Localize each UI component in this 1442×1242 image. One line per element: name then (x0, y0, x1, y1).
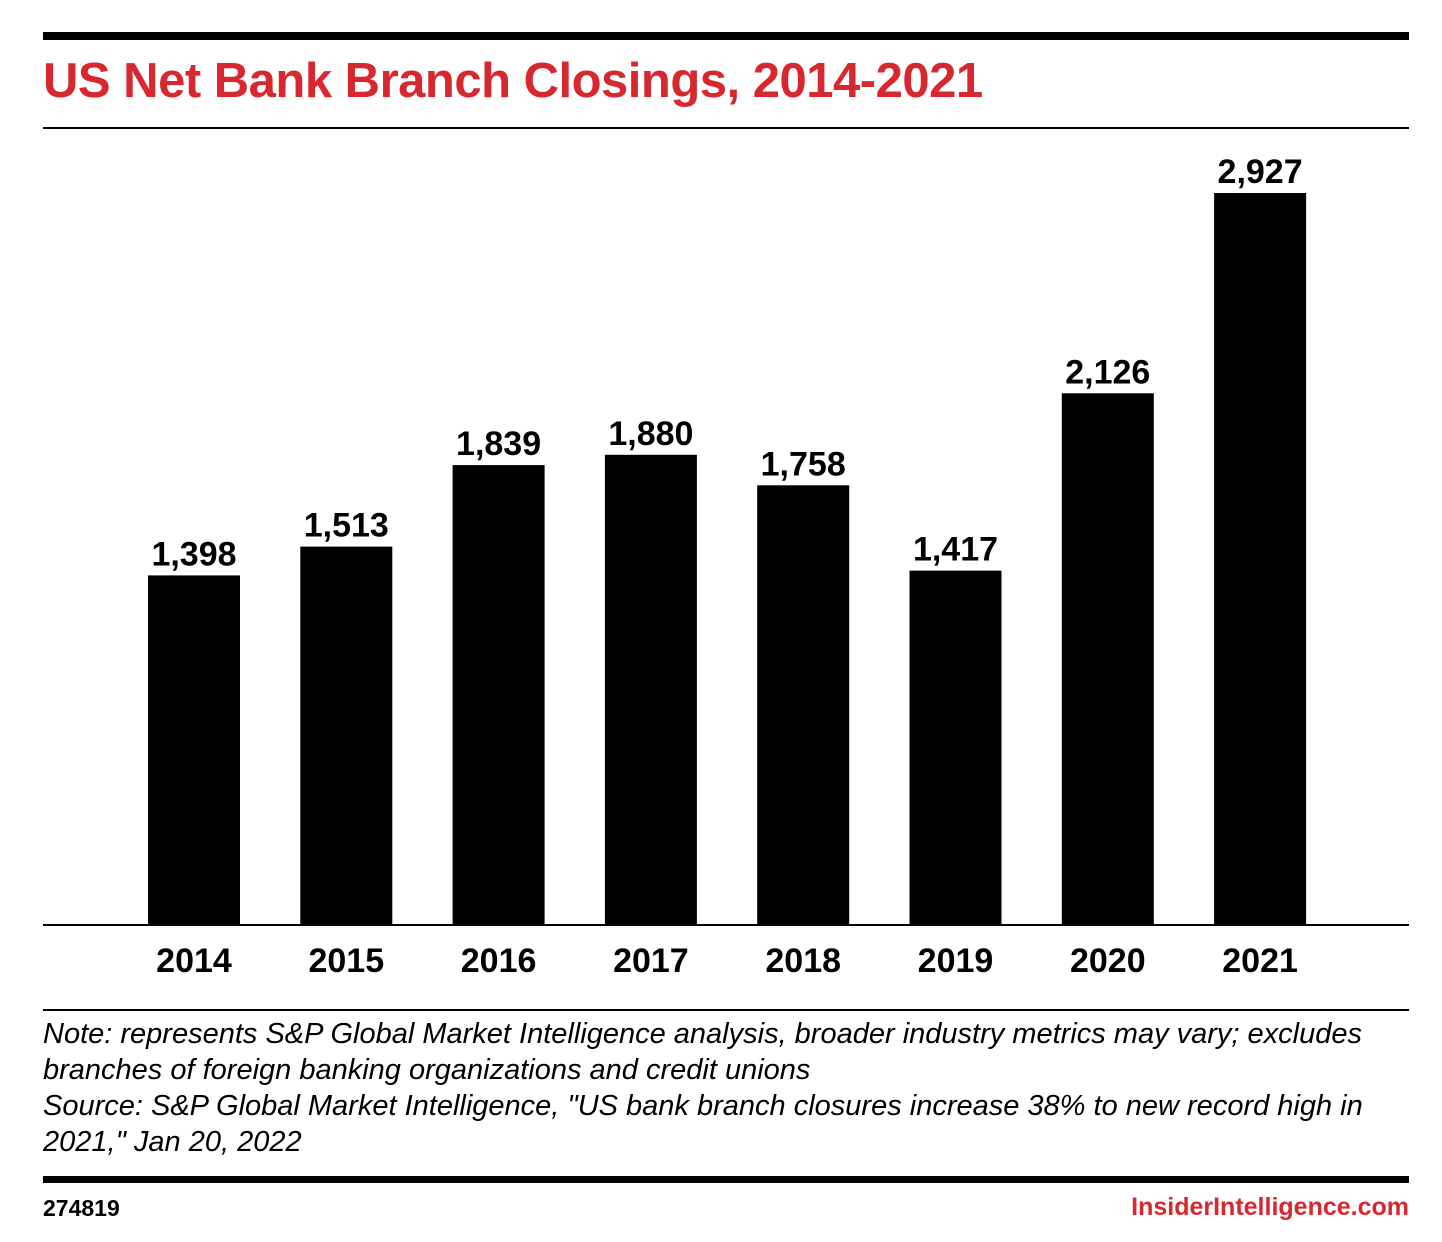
x-tick-label-2014: 2014 (156, 942, 232, 980)
bar-2021 (1214, 193, 1307, 925)
bar-2014 (148, 575, 240, 925)
x-tick-label-2021: 2021 (1222, 942, 1298, 980)
bar-value-label-2016: 1,839 (456, 425, 541, 463)
bar-2020 (1061, 393, 1154, 925)
brand-link[interactable]: InsiderIntelligence.com (1131, 1193, 1409, 1221)
x-tick-label-2015: 2015 (308, 942, 384, 980)
x-tick-label-2019: 2019 (918, 942, 994, 980)
bar-value-label-2021: 2,927 (1218, 153, 1303, 191)
bar-value-label-2018: 1,758 (761, 445, 846, 483)
chart-title: US Net Bank Branch Closings, 2014-2021 (43, 54, 983, 108)
bar-2016 (452, 465, 545, 925)
title-divider (43, 127, 1409, 129)
source-text: Source: S&P Global Market Intelligence, … (43, 1090, 1363, 1158)
bar-value-labels: 1,398 1,513 1,839 1,880 1,758 1,417 2,126 2,927 (151, 153, 1302, 573)
x-tick-label-2018: 2018 (765, 942, 841, 980)
bar-2019 (909, 570, 1002, 925)
x-axis-tick-labels: 2014 2015 2016 2017 2018 2019 2020 2021 (156, 942, 1298, 980)
top-rule (43, 32, 1409, 40)
bar-value-label-2020: 2,126 (1065, 353, 1150, 391)
bar-chart: 1,398 1,513 1,839 1,880 1,758 1,417 2,126 2,927… (43, 153, 1409, 980)
bottom-rule (43, 1176, 1409, 1183)
footnote: Note: represents S&P Global Market Intel… (43, 1016, 1409, 1160)
note-divider (43, 1009, 1409, 1011)
x-tick-label-2017: 2017 (613, 942, 689, 980)
chart-id: 274819 (43, 1195, 120, 1221)
bars-group (148, 193, 1307, 925)
bar-value-label-2019: 1,417 (913, 531, 998, 569)
bar-2015 (300, 546, 393, 925)
bar-value-label-2014: 1,398 (151, 535, 236, 573)
note-text: Note: represents S&P Global Market Intel… (43, 1018, 1362, 1086)
bar-2018 (757, 485, 850, 925)
x-tick-label-2020: 2020 (1070, 942, 1146, 980)
bar-2017 (604, 454, 697, 925)
x-tick-label-2016: 2016 (461, 942, 537, 980)
bar-value-label-2015: 1,513 (304, 507, 389, 545)
bar-value-label-2017: 1,880 (608, 415, 693, 453)
